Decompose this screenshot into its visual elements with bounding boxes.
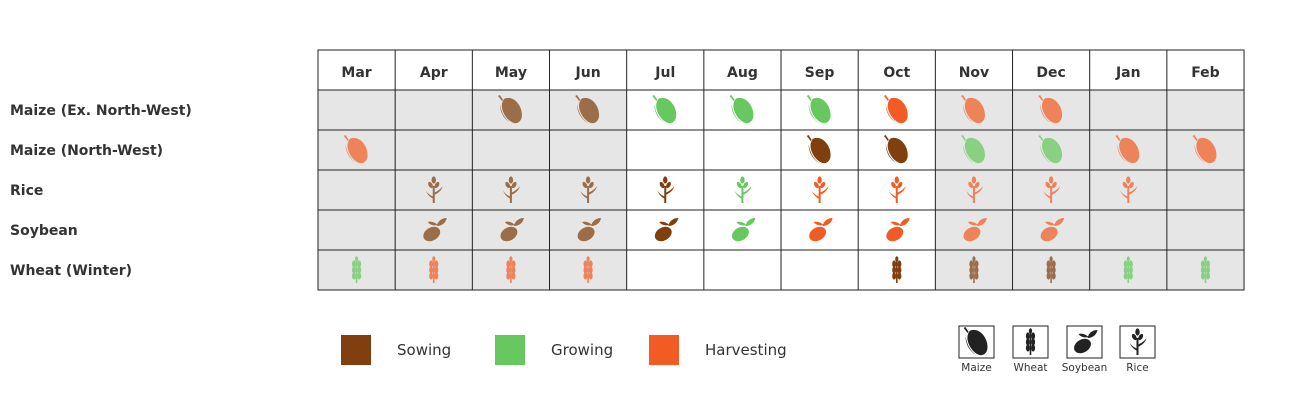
maize-growing-marker (806, 95, 831, 124)
grid-lines (317, 49, 1245, 291)
rice-growing-marker (734, 176, 752, 203)
month-label: Dec (1036, 65, 1065, 81)
maize-sowing-marker (806, 135, 831, 164)
faded-cell (1166, 210, 1245, 250)
legend-label-growing: Growing (551, 341, 613, 359)
faded-cell (549, 130, 627, 170)
maize-sowing-marker (883, 135, 908, 164)
faded-cell (1089, 210, 1167, 250)
maize-growing-marker (729, 95, 754, 124)
faded-cell (1166, 170, 1245, 210)
month-label: Mar (341, 65, 371, 81)
faded-cell (318, 210, 396, 250)
key-label-wheat: Wheat (1013, 362, 1047, 374)
soybean-growing-marker (729, 218, 756, 245)
faded-cell (318, 90, 396, 130)
rice-harvesting-marker (888, 176, 906, 203)
maize-growing-marker (652, 95, 677, 124)
row-label: Soybean (10, 223, 78, 239)
soybean-sowing-marker (652, 218, 679, 245)
faded-cell (395, 130, 473, 170)
soybean-harvesting-marker (883, 218, 910, 245)
legend-swatch-sowing (341, 335, 371, 365)
row-label: Rice (10, 183, 43, 199)
faded-cell (472, 130, 550, 170)
row-label: Maize (North-West) (10, 143, 163, 159)
legend-label-sowing: Sowing (397, 341, 451, 359)
month-label: Aug (727, 65, 758, 81)
month-label: Sep (805, 65, 835, 81)
rice-sowing-marker (657, 176, 675, 203)
rice-harvesting-marker (811, 176, 829, 203)
faded-cell (395, 90, 473, 130)
wheat-sowing-marker (892, 256, 902, 283)
legend-label-harvesting: Harvesting (705, 341, 787, 359)
month-label: Oct (883, 65, 910, 81)
legend-swatch-harvesting (649, 335, 679, 365)
month-label: Nov (959, 65, 989, 81)
row-label: Wheat (Winter) (10, 263, 132, 279)
month-label: Feb (1191, 65, 1220, 81)
key-label-maize: Maize (961, 362, 991, 374)
row-label: Maize (Ex. North-West) (10, 103, 192, 119)
soybean-harvesting-marker (806, 218, 833, 245)
legend-swatch-growing (495, 335, 525, 365)
month-label: Apr (420, 65, 448, 81)
month-label: May (495, 65, 527, 81)
faded-cell (1089, 90, 1167, 130)
maize-harvesting-marker (883, 95, 908, 124)
month-label: Jul (654, 65, 675, 81)
key-label-soybean: Soybean (1062, 362, 1108, 374)
key-label-rice: Rice (1126, 362, 1148, 374)
faded-cell (1166, 90, 1245, 130)
faded-cell (318, 170, 396, 210)
month-label: Jan (1115, 65, 1141, 81)
month-label: Jun (575, 65, 601, 81)
